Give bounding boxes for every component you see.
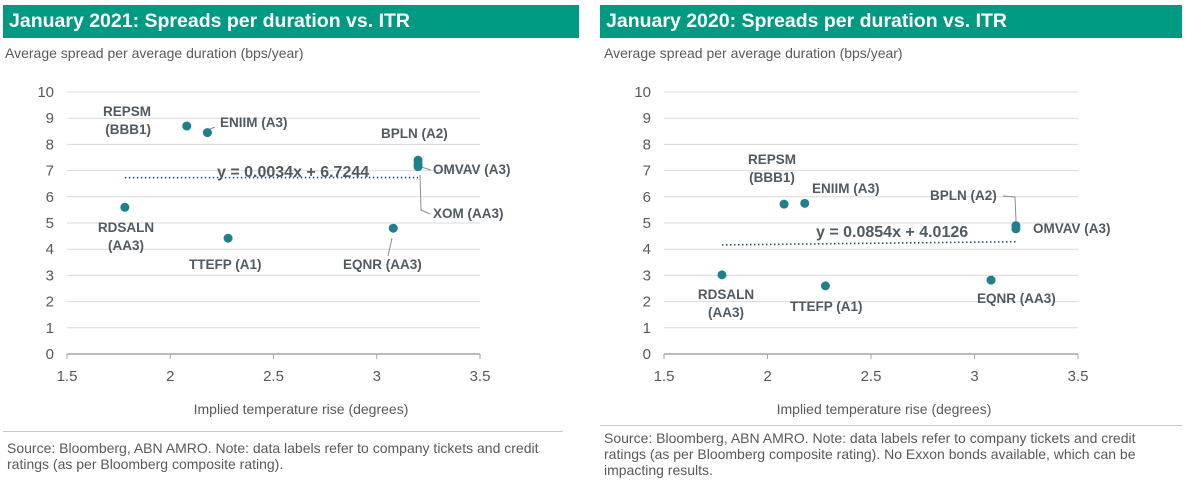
y-tick-label: 2 <box>643 294 651 311</box>
chart-title: January 2020: Spreads per duration vs. I… <box>600 5 1182 38</box>
data-point <box>413 162 423 172</box>
data-point <box>388 223 398 233</box>
divider <box>600 425 1182 426</box>
y-tick-label: 5 <box>46 215 54 232</box>
y-tick-label: 10 <box>634 84 651 101</box>
x-tick-label: 3 <box>373 368 381 385</box>
data-label: EQNR (AA3) <box>343 257 422 272</box>
data-label: REPSM (BBB1) <box>748 152 796 185</box>
leader-line <box>387 237 393 257</box>
x-tick-label: 2.5 <box>861 368 882 385</box>
source-note: Source: Bloomberg, ABN AMRO. Note: data … <box>7 440 539 472</box>
data-label: XOM (AA3) <box>433 206 504 221</box>
y-tick-label: 0 <box>643 346 651 363</box>
source-note: Source: Bloomberg, ABN AMRO. Note: data … <box>604 430 1136 478</box>
data-point <box>120 202 130 212</box>
data-point <box>779 199 789 209</box>
data-label: ENIIM (A3) <box>220 115 288 130</box>
data-point <box>820 281 830 291</box>
trendline-equation: y = 0.0854x + 4.0126 <box>816 224 968 241</box>
data-label: RDSALN (AA3) <box>698 287 754 320</box>
data-label: TTEFP (A1) <box>189 257 262 272</box>
data-label: ENIIM (A3) <box>812 181 880 196</box>
x-tick-label: 1.5 <box>654 368 675 385</box>
data-label: REPSM (BBB1) <box>103 104 151 137</box>
y-tick-label: 3 <box>643 267 651 284</box>
data-point <box>1011 224 1021 234</box>
x-tick-label: 3.5 <box>1068 368 1089 385</box>
y-tick-label: 1 <box>46 320 54 337</box>
data-label: BPLN (A2) <box>930 188 997 203</box>
y-tick-label: 7 <box>643 163 651 180</box>
y-tick-label: 2 <box>46 294 54 311</box>
data-label: RDSALN (AA3) <box>98 220 154 253</box>
scatter-plot: 0 1 2 3 4 5 6 7 8 9 10 1.5 2 2.5 3 3.5 y = 0.0854x + 4.0… <box>634 84 1111 385</box>
divider <box>3 431 563 432</box>
data-label: OMVAV (A3) <box>1033 221 1111 236</box>
data-point <box>202 128 212 138</box>
data-point <box>986 275 996 285</box>
leader-line <box>1002 195 1017 222</box>
scatter-plot: 0 1 2 3 4 5 6 7 8 9 10 1.5 2 2.5 3 3.5 y = 0.0034x + 6.7… <box>37 84 511 385</box>
leader-line <box>419 174 431 215</box>
x-tick-label: 2 <box>763 368 771 385</box>
data-label: TTEFP (A1) <box>790 299 863 314</box>
data-point <box>800 198 810 208</box>
data-label: OMVAV (A3) <box>433 162 511 177</box>
data-point <box>223 233 233 243</box>
x-axis-label: Implied temperature rise (degrees) <box>776 401 992 417</box>
y-tick-label: 7 <box>46 163 54 180</box>
y-tick-label: 10 <box>37 84 54 101</box>
chart-panel-2021: January 2021: Spreads per duration vs. I… <box>3 5 579 483</box>
y-tick-label: 5 <box>643 215 651 232</box>
x-tick-label: 1.5 <box>57 368 78 385</box>
y-tick-label: 1 <box>643 320 651 337</box>
x-axis-label: Implied temperature rise (degrees) <box>193 401 409 417</box>
x-tick-label: 2.5 <box>263 368 284 385</box>
y-tick-label: 4 <box>643 241 651 258</box>
data-label: BPLN (A2) <box>381 126 448 141</box>
y-axis-label: Average spread per average duration (bps… <box>604 45 903 61</box>
y-tick-label: 6 <box>643 189 651 206</box>
data-point <box>182 121 192 131</box>
y-tick-label: 8 <box>643 136 651 153</box>
trendline-equation: y = 0.0034x + 6.7244 <box>217 164 369 181</box>
x-tick-label: 3.5 <box>470 368 491 385</box>
y-tick-label: 9 <box>46 110 54 127</box>
chart-panel-2020: January 2020: Spreads per duration vs. I… <box>600 5 1182 483</box>
y-tick-label: 4 <box>46 241 54 258</box>
y-tick-label: 6 <box>46 189 54 206</box>
data-label: EQNR (AA3) <box>977 291 1056 306</box>
data-point <box>717 270 727 280</box>
y-tick-label: 0 <box>46 346 54 363</box>
trendline <box>721 240 1016 246</box>
x-tick-label: 3 <box>970 368 978 385</box>
x-tick-label: 2 <box>166 368 174 385</box>
y-tick-label: 8 <box>46 136 54 153</box>
y-tick-label: 3 <box>46 267 54 284</box>
chart-title: January 2021: Spreads per duration vs. I… <box>3 5 579 38</box>
y-tick-label: 9 <box>643 110 651 127</box>
y-axis-label: Average spread per average duration (bps… <box>5 45 304 61</box>
